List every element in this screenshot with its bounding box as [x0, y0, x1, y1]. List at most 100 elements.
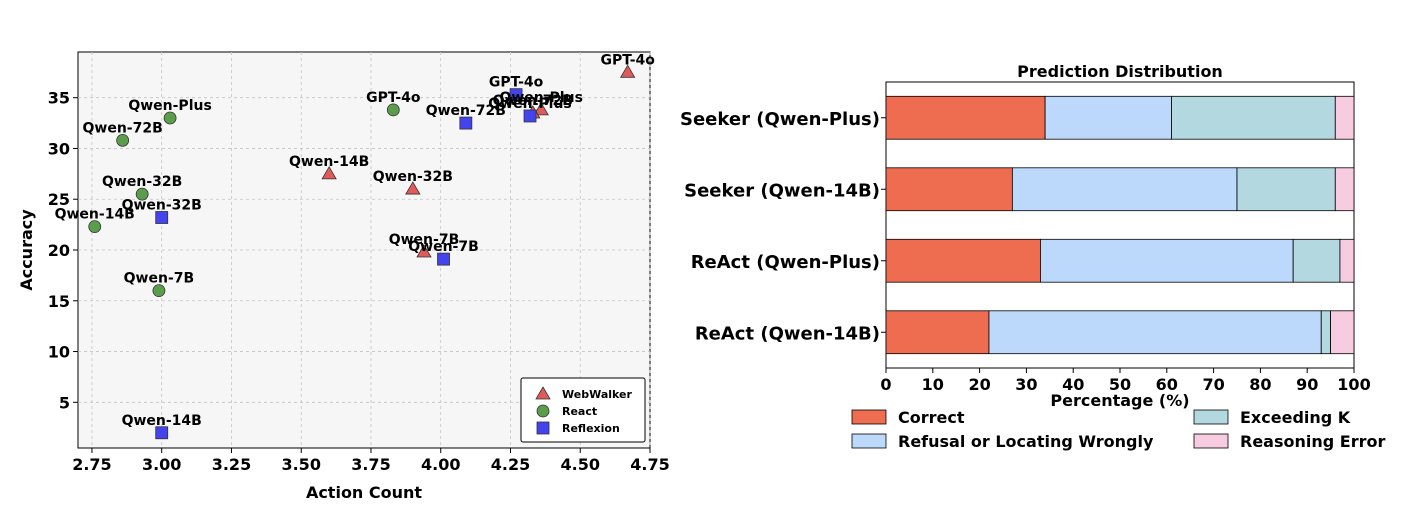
bar-segment — [1236, 167, 1336, 212]
bar-category-labels: Seeker (Qwen-Plus) Seeker (Qwen-14B) ReAct… — [680, 109, 886, 344]
scatter-points — [88, 64, 636, 440]
scatter-x-tick-label: 3.75 — [351, 455, 390, 474]
scatter-point-label: Qwen-32B — [373, 169, 453, 185]
scatter-point-label: Qwen-14B — [289, 154, 369, 170]
bar-segment — [1171, 95, 1336, 140]
scatter-point-labels: GPT-4oQwen-PlusQwen-72BQwen-14BQwen-32BQ… — [55, 52, 656, 428]
bar-x-tick-label: 0 — [880, 375, 891, 394]
bar-legend-swatch — [1193, 433, 1229, 449]
scatter-x-tick-label: 3.50 — [281, 455, 320, 474]
scatter-y-tick-label: 10 — [48, 343, 70, 362]
scatter-legend-marker-webwalker — [535, 386, 551, 400]
scatter-x-ticks: 2.75 3.00 3.25 3.50 3.75 4.00 4.25 4.50 4.75 — [72, 448, 670, 474]
scatter-point-label: Qwen-72B — [426, 103, 506, 119]
scatter-x-tick-label: 4.00 — [421, 455, 460, 474]
scatter-point-reflexion — [155, 426, 169, 440]
scatter-x-tick-label: 4.75 — [630, 455, 669, 474]
scatter-point-react — [163, 111, 177, 125]
scatter-point-label: Qwen-32B — [102, 174, 182, 190]
scatter-point-react — [152, 284, 166, 298]
scatter-y-tick-label: 5 — [59, 393, 70, 412]
scatter-point-webwalker — [321, 166, 337, 180]
bar-x-axis-label: Percentage (%) — [1050, 391, 1189, 410]
scatter-point-reflexion — [155, 211, 169, 224]
scatter-y-ticks: 5 10 15 20 25 30 35 — [48, 89, 78, 412]
bar-x-tick-label: 60 — [1156, 375, 1178, 394]
scatter-x-tick-label: 4.25 — [491, 455, 530, 474]
bar-x-tick-label: 20 — [968, 375, 990, 394]
bar-legend-label: Reasoning Error — [1240, 432, 1385, 451]
scatter-point-label: Qwen-14B — [55, 207, 135, 223]
bar-segment — [1011, 167, 1238, 212]
scatter-point-label: Qwen-72B — [83, 120, 163, 136]
scatter-point-label: GPT-4o — [366, 90, 421, 106]
scatter-point-label: Qwen-Plus — [128, 98, 211, 114]
bar-segment — [1330, 310, 1355, 355]
bar-x-tick-label: 50 — [1109, 375, 1131, 394]
bar-x-tick-label: 30 — [1015, 375, 1037, 394]
scatter-y-tick-label: 35 — [48, 89, 70, 108]
scatter-point-label: Qwen-14B — [122, 413, 202, 429]
scatter-point-webwalker — [619, 64, 636, 78]
scatter-y-tick-label: 15 — [48, 292, 70, 311]
bar-segment — [1334, 167, 1355, 212]
scatter-point-webwalker — [405, 181, 421, 195]
bar-chart-title: Prediction Distribution — [1017, 62, 1223, 81]
bar-segment — [988, 310, 1322, 355]
scatter-point-react — [88, 220, 102, 234]
bar-category-label: ReAct (Qwen-Plus) — [691, 252, 880, 273]
bar-segment — [885, 238, 1041, 283]
scatter-legend-label: Reflexion — [562, 422, 620, 435]
bar-segment — [885, 167, 1013, 212]
scatter-point-label: Qwen-32B — [122, 198, 202, 214]
scatter-x-tick-label: 4.50 — [561, 455, 600, 474]
scatter-y-tick-label: 20 — [48, 241, 70, 260]
bar-segment — [1040, 238, 1294, 283]
scatter-point-reflexion — [509, 88, 523, 102]
bar-category-label: ReAct (Qwen-14B) — [695, 323, 880, 344]
scatter-legend-label: WebWalker — [562, 388, 632, 401]
scatter-y-tick-label: 25 — [48, 190, 70, 209]
scatter-point-label: GPT-4o — [600, 52, 655, 68]
scatter-point-react — [386, 103, 400, 117]
bar-segment — [885, 310, 990, 355]
bar-category-label: Seeker (Qwen-Plus) — [680, 109, 880, 130]
bar-legend-swatch — [851, 433, 887, 449]
bar-x-tick-label: 10 — [922, 375, 944, 394]
scatter-y-tick-label: 30 — [48, 139, 70, 158]
scatter-point-label: Qwen-7B — [408, 239, 479, 255]
bar-segment — [1320, 310, 1331, 355]
scatter-point-label: Qwen-7B — [389, 232, 460, 248]
bar-legend-label: Correct — [898, 408, 965, 427]
bar-x-tick-label: 40 — [1062, 375, 1084, 394]
bar-segment — [1044, 95, 1172, 140]
scatter-point-reflexion — [459, 116, 473, 130]
scatter-legend-marker-reflexion — [536, 421, 550, 435]
scatter-point-reflexion — [437, 252, 450, 266]
scatter-legend-label: React — [562, 405, 597, 418]
scatter-point-label: Qwen-7B — [124, 271, 195, 287]
bar-x-tick-label: 80 — [1249, 375, 1271, 394]
scatter-x-tick-label: 2.75 — [72, 455, 111, 474]
bar-segment — [1334, 95, 1355, 140]
scatter-legend-marker-react — [536, 404, 550, 418]
scatter-point-label: GPT-4o — [489, 75, 544, 91]
scatter-point-webwalker — [416, 244, 432, 258]
scatter-point-reflexion — [523, 109, 537, 123]
bar-segments — [885, 95, 1355, 355]
bar-legend: Correct Refusal or Locating Wrongly Exceed… — [851, 408, 1385, 451]
bar-x-tick-label: 90 — [1296, 375, 1318, 394]
scatter-point-label: Qwen-Plus — [499, 90, 582, 106]
bar-segment — [1292, 238, 1341, 283]
scatter-y-axis-label: Accuracy — [17, 209, 36, 291]
scatter-point-react — [116, 133, 130, 147]
bar-legend-swatch — [1193, 409, 1229, 425]
scatter-legend-box — [520, 377, 646, 443]
scatter-x-tick-label: 3.25 — [212, 455, 251, 474]
stacked-bar-chart: Prediction Distribution Seeker (Qwen-Plu… — [680, 62, 1385, 451]
scatter-chart: 2.75 3.00 3.25 3.50 3.75 4.00 4.25 4.50 4.75 5 10… — [17, 51, 670, 502]
bar-category-label: Seeker (Qwen-14B) — [684, 180, 880, 201]
bar-legend-swatch — [851, 409, 887, 425]
bar-segment — [1339, 238, 1355, 283]
scatter-x-tick-label: 3.00 — [142, 455, 181, 474]
